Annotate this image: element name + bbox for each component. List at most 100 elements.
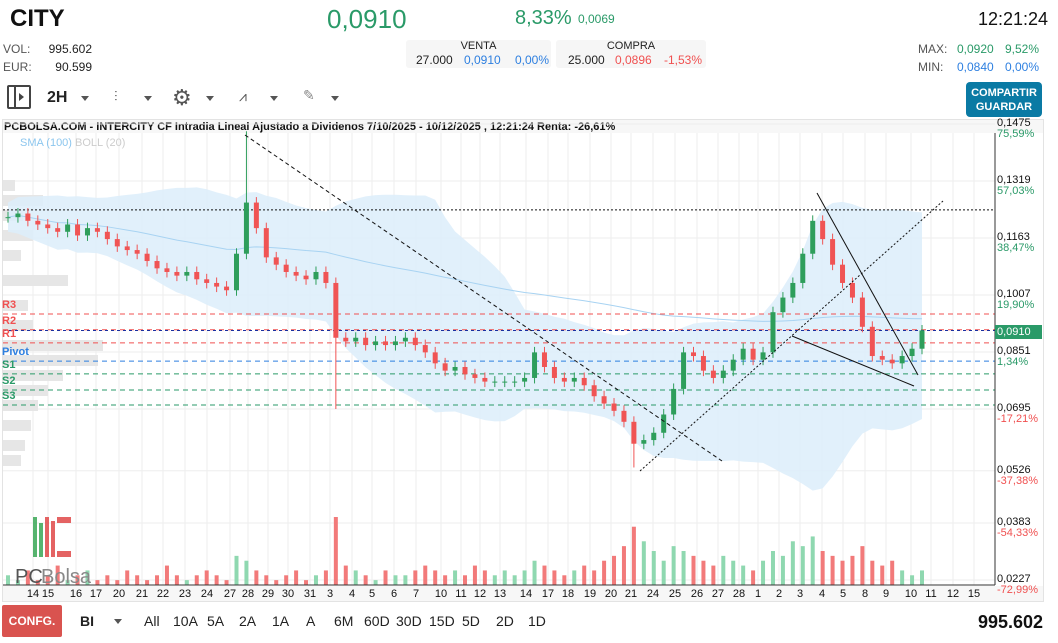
current-price-label: 0,0910 [995, 325, 1042, 339]
volume-bar [552, 570, 557, 585]
pivot-label-pivot: Pivot [2, 346, 29, 359]
gear-icon[interactable]: ⚙ [172, 85, 192, 110]
compra-qty: 25.000 [568, 53, 605, 67]
candle-body [442, 363, 448, 371]
volume-bar [65, 580, 70, 585]
candle-body [919, 330, 925, 349]
chart-frame [2, 119, 1044, 602]
candle-body [790, 282, 796, 298]
volume-bar [304, 580, 309, 585]
legend-sma[interactable]: SMA (100) [20, 137, 72, 149]
y-tick-pct: 75,59% [997, 127, 1035, 140]
range-button-10a[interactable]: 10A [173, 613, 198, 629]
range-button-6m[interactable]: 6M [334, 613, 354, 629]
mode-select[interactable]: BI [80, 613, 94, 629]
candle-body [184, 271, 190, 276]
candle-body [681, 352, 687, 389]
x-tick-label: 18 [561, 588, 575, 600]
candle-body [740, 348, 746, 360]
volume-bar [522, 570, 527, 585]
candle-body [432, 352, 438, 364]
x-tick-label: 10 [434, 588, 448, 600]
date-axis-bg [3, 586, 1043, 601]
max-pct: 9,52% [1005, 42, 1040, 56]
volume-bar [45, 575, 50, 585]
indicator-legend: SMA (100) BOLL (20) [20, 137, 125, 149]
pivot-label-r1: R1 [2, 327, 17, 340]
volume-bar [6, 575, 10, 585]
candle-body [810, 220, 816, 254]
candle-body [154, 261, 160, 269]
volume-bar [55, 565, 60, 585]
mode-chevron-down-icon[interactable] [114, 619, 122, 624]
volume-bar [492, 575, 497, 585]
candle-body [691, 352, 696, 357]
candle-body [492, 381, 498, 383]
volume-bar [890, 560, 895, 585]
vol-value: 995.602 [48, 42, 92, 56]
range-button-1d[interactable]: 1D [528, 613, 546, 629]
x-tick-label: 31 [303, 588, 317, 600]
volume-bar [353, 570, 358, 585]
range-button-60d[interactable]: 60D [364, 613, 390, 629]
compra-box: COMPRA 25.000 0,0896 -1,53% [556, 40, 706, 68]
venta-box: VENTA 27.000 0,0910 0,00% [406, 40, 551, 68]
interval-select[interactable]: 2H [47, 89, 68, 106]
x-tick-label: 10 [904, 588, 918, 600]
candles-icon[interactable]: ⫶ [114, 88, 118, 104]
volume-bar [313, 575, 318, 585]
candle-body [5, 217, 11, 219]
volume-bar [184, 580, 189, 585]
candle-body [710, 370, 716, 378]
range-button-5a[interactable]: 5A [207, 613, 225, 629]
volume-bar [264, 575, 269, 585]
drawing-chevron-down-icon[interactable] [331, 96, 339, 101]
indicators-icon[interactable]: ⩘ [239, 88, 247, 104]
volume-bar [780, 555, 785, 585]
range-button-a[interactable]: A [306, 613, 316, 629]
indicators-chevron-down-icon[interactable] [270, 96, 278, 101]
x-tick-label: 19 [583, 588, 597, 600]
candle-body [720, 370, 726, 378]
x-tick-label: 3 [326, 588, 334, 600]
x-tick-label: 9 [882, 588, 890, 600]
range-button-2d[interactable]: 2D [496, 613, 514, 629]
change-absolute: 0,0069 [578, 12, 615, 26]
volume-bar [174, 575, 179, 585]
candle-body [551, 366, 557, 378]
candle-body [243, 202, 249, 254]
range-button-all[interactable]: All [144, 613, 160, 629]
x-tick-label: 24 [200, 588, 214, 600]
range-button-1a[interactable]: 1A [272, 613, 290, 629]
legend-boll[interactable]: BOLL (20) [75, 137, 126, 149]
candle-body [45, 224, 51, 229]
chart-type-chevron-down-icon[interactable] [144, 96, 152, 101]
candle-body [174, 271, 180, 276]
volume-bar [373, 580, 378, 585]
range-button-2a[interactable]: 2A [239, 613, 257, 629]
volume-bar [204, 570, 209, 585]
x-tick-label: 14 [519, 588, 533, 600]
interval-chevron-down-icon[interactable] [81, 96, 89, 101]
candle-body [94, 228, 100, 232]
config-button[interactable]: CONFG. [2, 605, 62, 637]
volume-profile-bar [3, 230, 33, 241]
settings-chevron-down-icon[interactable] [206, 96, 214, 101]
candle-body [780, 297, 786, 313]
volume-bar [423, 565, 428, 585]
volume-bar [830, 555, 835, 585]
range-button-15d[interactable]: 15D [429, 613, 455, 629]
candle-body [840, 264, 846, 283]
y-tick-pct: -37,38% [997, 474, 1038, 487]
ticker-symbol: CITY [10, 5, 65, 32]
y-tick-label: 0,1475 [997, 116, 1031, 129]
candle-body [869, 326, 875, 357]
sidebar-toggle-button[interactable] [7, 85, 31, 109]
range-button-5d[interactable]: 5D [462, 613, 480, 629]
x-tick-label: 12 [473, 588, 487, 600]
share-save-button[interactable]: COMPARTIR GUARDAR [966, 82, 1042, 117]
candle-body [25, 213, 31, 221]
pencil-icon[interactable]: ✎ [303, 87, 315, 103]
range-button-30d[interactable]: 30D [396, 613, 422, 629]
